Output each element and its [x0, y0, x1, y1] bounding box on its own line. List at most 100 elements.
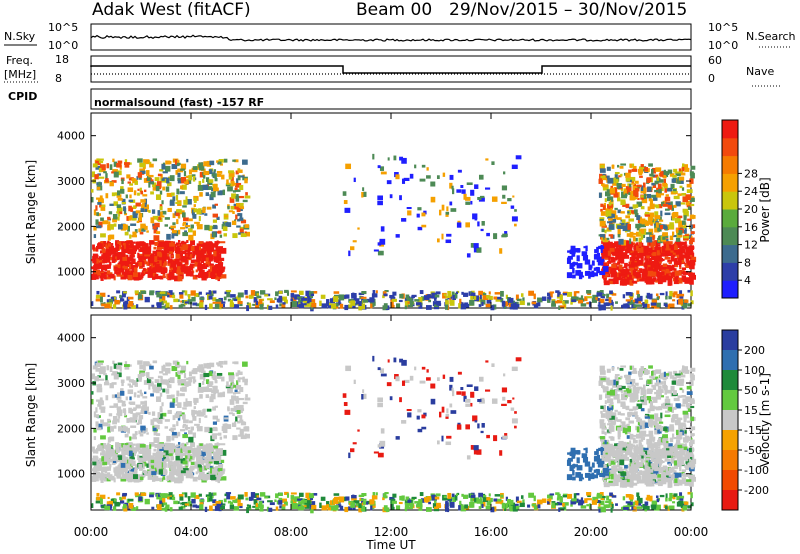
power-cell [673, 204, 677, 208]
power-cell [638, 268, 643, 274]
velocity-cell [176, 390, 180, 397]
velocity-cell [157, 477, 162, 482]
noise-panel: N.Sky 10^5 10^0 10^5 10^0 N.Search [4, 21, 796, 52]
velocity-cell [122, 467, 129, 473]
velocity-cell [107, 426, 111, 433]
power-cell [221, 174, 225, 180]
velocity-cell [120, 470, 125, 475]
power-cell [493, 233, 498, 240]
velocity-cell [187, 453, 190, 459]
power-cell [177, 261, 183, 267]
power-cell [203, 170, 210, 176]
power-cell [100, 164, 106, 171]
velocity-cell [144, 456, 151, 459]
power-cell [144, 189, 147, 193]
power-cell [445, 211, 450, 215]
power-cell [119, 188, 125, 194]
power-cell [486, 232, 490, 237]
velocity-cell [203, 363, 210, 369]
velocity-cell [112, 420, 117, 425]
power-cell [617, 277, 623, 281]
power-cell [497, 296, 502, 300]
power-cell [216, 216, 220, 220]
power-cell [125, 246, 131, 250]
power-cell [478, 290, 483, 296]
power-cell [593, 267, 597, 271]
power-cell [678, 221, 684, 228]
power-cell [231, 220, 237, 225]
velocity-cell [110, 475, 115, 481]
velocity-cell [182, 446, 189, 452]
power-cell [320, 294, 326, 299]
power-cell [596, 246, 599, 253]
power-cell [637, 269, 640, 275]
power-cell [139, 168, 146, 173]
velocity-cell [122, 425, 127, 432]
power-cell [683, 244, 688, 248]
power-cell [98, 167, 102, 173]
power-cell [151, 274, 156, 280]
power-cell [683, 210, 689, 217]
velocity-cell [608, 480, 615, 483]
velocity-cell [146, 432, 149, 435]
velocity-cell [210, 474, 216, 480]
power-cell [204, 213, 208, 216]
velocity-cell [686, 479, 692, 482]
power-cell [470, 189, 475, 196]
velocity-cell [662, 480, 667, 485]
power-cell [206, 250, 209, 254]
velocity-cell [234, 391, 241, 394]
velocity-cell [137, 474, 141, 479]
power-cell [377, 242, 382, 246]
velocity-cell [192, 378, 196, 384]
power-cell [133, 190, 137, 196]
velocity-cell [115, 466, 121, 471]
velocity-cell [162, 373, 168, 376]
velocity-cell [175, 460, 180, 467]
velocity-cell [120, 478, 127, 482]
velocity-cell [135, 465, 138, 470]
velocity-cell [237, 371, 243, 375]
power-cell [116, 204, 122, 208]
power-cell [191, 174, 196, 177]
power-cell [99, 204, 102, 208]
power-cell [636, 278, 639, 282]
power-cell [605, 252, 610, 258]
power-cell [659, 292, 665, 296]
velocity-cell [135, 412, 141, 416]
power-cell [454, 292, 458, 299]
power-cell [443, 293, 447, 297]
velocity-cell [673, 460, 678, 466]
velocity-cell [603, 479, 607, 485]
power-cell [251, 295, 254, 299]
velocity-cell [183, 373, 187, 379]
velocity-cell [177, 431, 181, 437]
power-cell [549, 291, 555, 294]
velocity-cell [125, 448, 131, 452]
velocity-cell [234, 406, 239, 411]
velocity-cell [239, 415, 243, 420]
power-cell [94, 174, 99, 180]
velocity-cell [164, 442, 171, 448]
velocity-cell [180, 470, 186, 474]
power-cell [327, 305, 332, 309]
velocity-cell [672, 473, 675, 479]
power-cell [671, 205, 675, 211]
velocity-cell [603, 455, 606, 461]
power-cell [125, 194, 128, 199]
velocity-cell [132, 413, 138, 418]
power-cell [175, 212, 180, 217]
power-cell [618, 238, 624, 245]
power-cell [159, 295, 163, 302]
velocity-cell [154, 467, 157, 473]
velocity-cell [625, 470, 629, 476]
velocity-cell [244, 426, 249, 430]
power-cell [118, 261, 123, 268]
power-cell [494, 292, 501, 295]
power-cell [662, 232, 668, 237]
power-cell [629, 267, 634, 272]
freq-label-2: [MHz] [4, 68, 36, 81]
velocity-cell [95, 367, 101, 372]
velocity-cell [92, 449, 98, 454]
power-cell [636, 201, 643, 207]
